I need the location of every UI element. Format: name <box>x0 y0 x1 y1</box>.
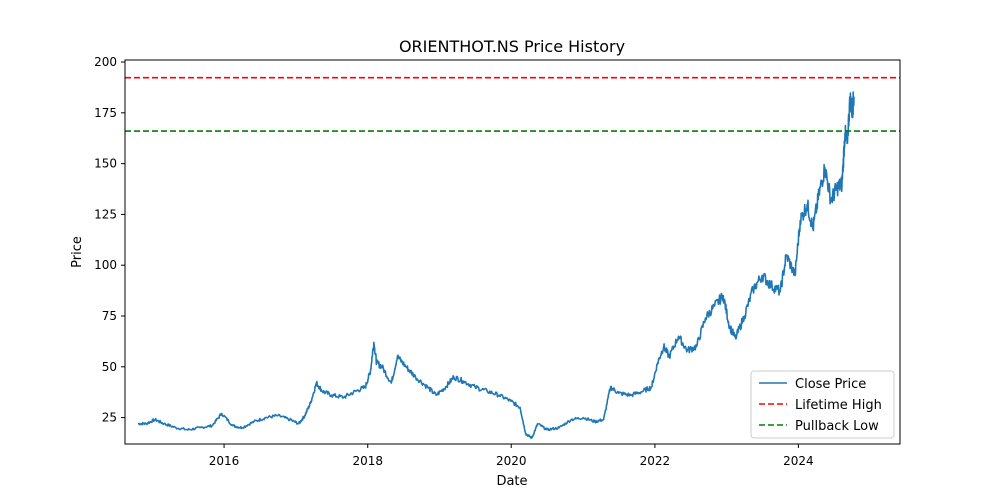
y-axis-label: Price <box>70 236 85 268</box>
x-tick-label: 2022 <box>640 454 671 468</box>
chart-title: ORIENTHOT.NS Price History <box>399 37 625 56</box>
y-tick-label: 25 <box>102 411 117 425</box>
x-tick-label: 2016 <box>209 454 240 468</box>
y-tick-label: 200 <box>94 55 117 69</box>
y-tick-label: 100 <box>94 258 117 272</box>
y-tick-label: 75 <box>102 309 117 323</box>
legend-label-lifetime-high: Lifetime High <box>795 398 882 413</box>
series-line-close-price <box>137 91 855 440</box>
y-tick-label: 125 <box>94 207 117 221</box>
legend-label-pullback-low: Pullback Low <box>795 419 879 434</box>
plot-area <box>125 76 900 440</box>
legend: Close Price Lifetime High Pullback Low <box>750 370 895 439</box>
x-tick-label: 2024 <box>783 454 814 468</box>
x-tick-label: 2020 <box>496 454 527 468</box>
plot-frame <box>124 59 901 445</box>
legend-label-close-price: Close Price <box>795 377 866 392</box>
x-axis-label: Date <box>496 474 527 489</box>
y-axis: 25 50 75 100 125 150 175 200 <box>94 55 125 425</box>
legend-box <box>750 370 895 439</box>
x-tick-label: 2018 <box>352 454 383 468</box>
y-tick-label: 150 <box>94 157 117 171</box>
x-axis: 2016 2018 2020 2022 2024 <box>209 444 814 468</box>
y-tick-label: 175 <box>94 106 117 120</box>
y-tick-label: 50 <box>102 360 117 374</box>
